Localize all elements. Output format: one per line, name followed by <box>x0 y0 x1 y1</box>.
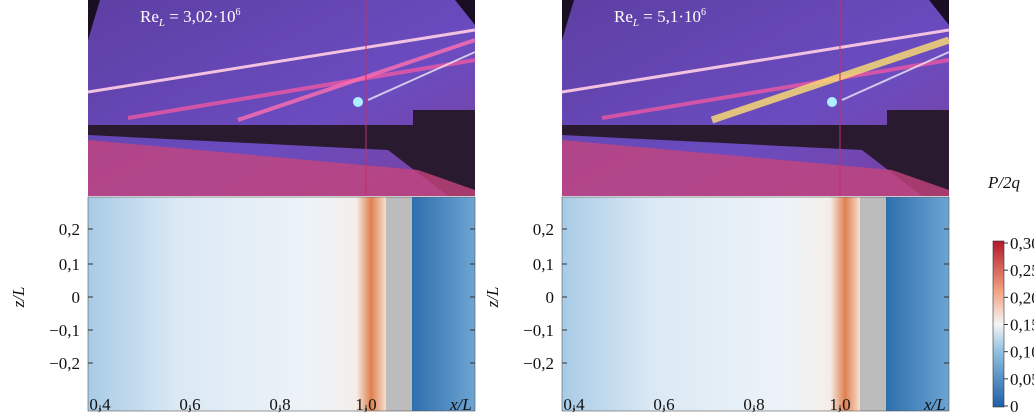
shock-line <box>601 58 950 120</box>
shock-line <box>841 51 950 101</box>
y-tick-label: −0,1 <box>523 321 554 340</box>
y-tick-label: 0,1 <box>59 255 80 274</box>
y-tick-label: −0,2 <box>49 354 80 373</box>
x-tick-label: 0,4 <box>563 395 585 414</box>
x-axis-label: x/L <box>449 395 472 414</box>
x-tick-label: 0,8 <box>743 395 764 414</box>
model-tip <box>353 97 363 107</box>
x-tick-label: 0,6 <box>179 395 200 414</box>
y-tick-label: 0 <box>546 288 555 307</box>
model-shadow <box>860 197 886 411</box>
colorbar-tick-label: 0,20 <box>1010 288 1034 307</box>
shock-line <box>127 58 476 120</box>
shock-line <box>710 36 951 124</box>
colorbar-tick-label: 0,10 <box>1010 343 1034 362</box>
x-tick-label: 0,4 <box>89 395 111 414</box>
map-frame <box>87 196 476 412</box>
x-tick-label: 1,0 <box>355 395 376 414</box>
lower-shock <box>562 140 949 196</box>
colorbar-tick-label: 0,15 <box>1010 316 1034 335</box>
y-tick-label: 0,2 <box>59 220 80 239</box>
model-body <box>562 110 949 196</box>
y-tick-label: 0 <box>72 288 81 307</box>
lower-shock <box>88 140 475 196</box>
re-label-part: 6 <box>236 7 241 18</box>
pressure-strip <box>412 197 475 411</box>
colorbar-tick-label: 0,25 <box>1010 261 1034 280</box>
colorbar-tick-label: 0 <box>1010 397 1019 415</box>
re-label-part: L <box>632 17 639 29</box>
colorbar-tick-label: 0,30 <box>1010 234 1034 253</box>
shock-line <box>367 51 476 101</box>
map-frame <box>561 196 950 412</box>
y-axis-label: z/L <box>9 287 28 309</box>
pressure-map <box>88 197 386 411</box>
model-body <box>88 110 475 196</box>
y-tick-label: −0,2 <box>523 354 554 373</box>
pressure-map <box>562 197 860 411</box>
pressure-strip <box>886 197 949 411</box>
re-label-part: = 5,1·10 <box>639 7 701 26</box>
y-axis-label: z/L <box>483 287 502 309</box>
re-label: ReL = 5,1·106 <box>614 7 706 29</box>
colorbar <box>992 240 1005 408</box>
colorbar-tick-label: 0,05 <box>1010 370 1034 389</box>
shock-line <box>561 28 950 94</box>
re-label-part: = 3,02·10 <box>165 7 236 26</box>
y-tick-label: −0,1 <box>49 321 80 340</box>
shock-line <box>237 38 476 122</box>
re-label-part: L <box>158 17 165 29</box>
x-tick-label: 0,6 <box>653 395 674 414</box>
re-label-part: Re <box>614 7 633 26</box>
re-label-part: 6 <box>701 7 706 18</box>
model-tip <box>827 97 837 107</box>
colorbar-title: P/2q <box>987 173 1021 192</box>
x-tick-label: 1,0 <box>829 395 850 414</box>
model-shadow <box>386 197 412 411</box>
x-axis-label: x/L <box>923 395 946 414</box>
y-tick-label: 0,2 <box>533 220 554 239</box>
y-tick-label: 0,1 <box>533 255 554 274</box>
x-tick-label: 0,8 <box>269 395 290 414</box>
re-label: ReL = 3,02·106 <box>140 7 241 29</box>
shock-line <box>87 28 476 94</box>
re-label-part: Re <box>140 7 159 26</box>
